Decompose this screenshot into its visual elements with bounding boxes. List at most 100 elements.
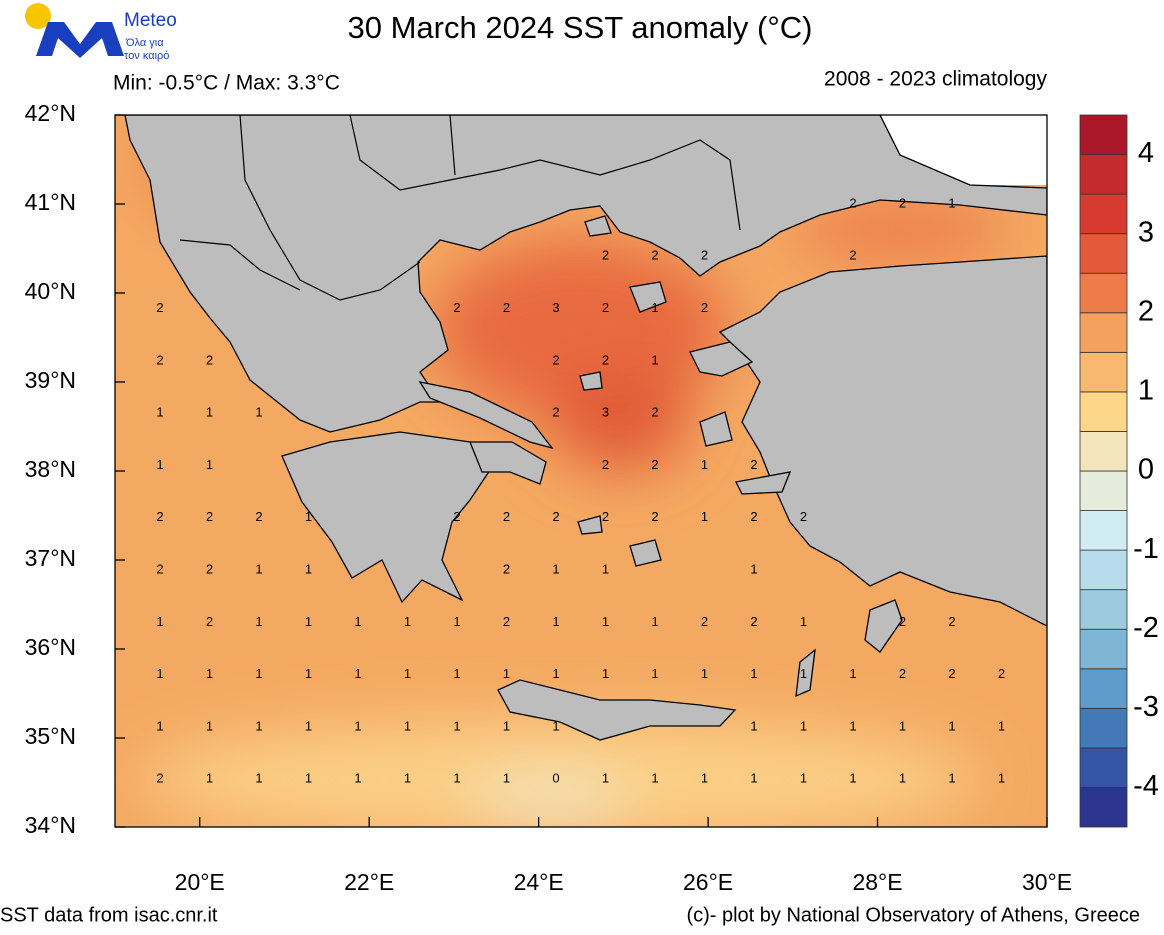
contour-label: 1 [651,771,658,786]
contour-label: 2 [750,457,757,472]
logo-name: Meteo [124,10,177,31]
contour-label: 1 [305,562,312,577]
contour-label: 1 [651,666,658,681]
logo-tagline: Όλα για [125,37,164,49]
contour-label: 1 [701,457,708,472]
contour-label: 2 [206,614,213,629]
colorbar-label: 4 [1138,137,1154,169]
contour-label: 1 [552,562,559,577]
contour-label: 3 [552,300,559,315]
island [629,281,667,313]
contour-label: 2 [156,509,163,524]
island [629,539,662,567]
colorbar-box [1079,549,1128,591]
contour-label: 2 [948,666,955,681]
x-tick-label: 30°E [1022,869,1072,895]
colorbar-label: -2 [1133,612,1159,644]
contour-label: 1 [602,666,609,681]
footer-credit: (c)- plot by National Observatory of Ath… [686,904,1140,926]
colorbar-label: 0 [1138,454,1154,486]
contour-label: 1 [354,614,361,629]
border [239,115,421,301]
contour-label: 1 [503,666,510,681]
border [179,239,301,291]
title: 30 March 2024 SST anomaly (°C) [348,10,813,45]
contour-label: 1 [701,771,708,786]
contour-label: 1 [701,666,708,681]
colorbar-label: 3 [1138,216,1154,248]
contour-label: 2 [899,195,906,210]
island [584,215,612,237]
y-tick-label: 36°N [25,634,76,660]
contour-label: 2 [602,300,609,315]
contour-label: 1 [899,771,906,786]
contour-label: 1 [602,562,609,577]
contour-label: 1 [899,718,906,733]
contour-label: 1 [255,405,262,420]
contour-label: 2 [899,666,906,681]
map [115,115,1047,827]
contour-label: 2 [651,509,658,524]
footer-source: SST data from isac.cnr.it [0,904,218,926]
contour-label: 1 [156,666,163,681]
contour-label: 1 [849,771,856,786]
contour-label: 1 [453,771,460,786]
contour-label: 2 [651,457,658,472]
contour-label: 3 [602,405,609,420]
colorbar-box [1079,431,1128,472]
contour-label: 1 [998,718,1005,733]
contour-label: 1 [800,666,807,681]
island [689,341,754,377]
crete [497,679,737,741]
island [579,371,603,391]
island [577,515,603,535]
minmax: Min: -0.5°C / Max: 3.3°C [113,72,340,95]
contour-label: 1 [404,771,411,786]
labels: 2 2 1 2 2 2 2 2 2 2 3 2 1 2 2 2 2 2 1 1 1 1 2 3 2 1 1 2 2 1 2 2 2 2 1 2 2 2 2 2… [156,195,1005,785]
contour-label: 1 [354,718,361,733]
contour-label: 1 [305,509,312,524]
island [699,411,733,447]
contour-label: 1 [206,771,213,786]
contour-label: 2 [750,614,757,629]
contour-label: 1 [750,562,757,577]
contour-label: 1 [255,666,262,681]
colorbar-label: -1 [1133,533,1159,565]
contour-label: 1 [206,405,213,420]
colorbar-box [1079,154,1128,195]
island [864,599,903,653]
contour-label: 2 [503,562,510,577]
contour-label: 1 [849,666,856,681]
evia [418,381,554,450]
climatology: 2008 - 2023 climatology [824,68,1047,91]
contour-label: 2 [701,248,708,263]
contour-label: 1 [206,718,213,733]
contour-label: 2 [750,509,757,524]
contour-label: 1 [305,614,312,629]
contour-label: 2 [998,666,1005,681]
colorbar-box [1079,628,1128,670]
turkey [718,255,1047,627]
contour-label: 2 [552,352,559,367]
contour-label: 2 [651,405,658,420]
contour-label: 1 [404,614,411,629]
contour-label: 2 [849,195,856,210]
contour-label: 2 [503,614,510,629]
y-tick-label: 34°N [25,812,76,838]
x-tick-label: 22°E [344,869,394,895]
contour-label: 1 [800,614,807,629]
contour-label: 1 [800,771,807,786]
contour-label: 2 [602,509,609,524]
colorbar-box [1079,312,1128,353]
colorbar-label: -4 [1133,770,1159,802]
colorbar-box [1079,114,1128,155]
x-tick-label: 20°E [175,869,225,895]
border [449,115,456,176]
contour-label: 1 [404,666,411,681]
contour-label: 2 [156,300,163,315]
colorbar-box [1079,233,1128,274]
attica [469,441,547,485]
colorbar-box [1079,589,1128,630]
contour-label: 2 [206,352,213,367]
contour-label: 1 [255,562,262,577]
